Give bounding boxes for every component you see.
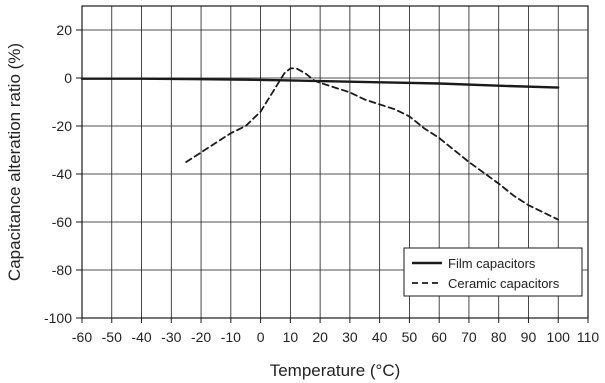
series-line-film-capacitors — [80, 77, 560, 89]
x-tick-label: -60 — [72, 329, 92, 345]
y-tick-label: -20 — [52, 118, 72, 134]
legend-label-film-capacitors: Film capacitors — [448, 256, 536, 271]
x-tick-label: -40 — [131, 329, 151, 345]
series — [80, 67, 560, 221]
legend: Film capacitors Ceramic capacitors — [403, 247, 583, 297]
x-tick-label: 90 — [521, 329, 537, 345]
y-tick-label: -40 — [52, 166, 72, 182]
x-tick-label: 40 — [372, 329, 388, 345]
x-tick-label: 50 — [402, 329, 418, 345]
x-tick-label: -10 — [221, 329, 241, 345]
y-tick-label: -100 — [44, 310, 72, 326]
legend-label-ceramic-capacitors: Ceramic capacitors — [448, 276, 560, 291]
y-tick-label: 20 — [56, 22, 72, 38]
x-tick-label: 70 — [461, 329, 477, 345]
x-tick-labels: -60 -50 -40 -30 -20 -10 0 10 20 30 40 50 60 70 80 90 100… — [72, 329, 599, 345]
x-tick-label: -50 — [102, 329, 122, 345]
x-tick-label: 80 — [491, 329, 507, 345]
y-tick-labels: 20 0 -20 -40 -60 -80 -100 — [44, 22, 72, 326]
y-tick-label: -80 — [52, 262, 72, 278]
y-tick-label: 0 — [64, 70, 72, 86]
x-tick-label: 20 — [312, 329, 328, 345]
series-line-ceramic-capacitors — [185, 67, 560, 221]
x-tick-label: -30 — [161, 329, 181, 345]
x-tick-label: 100 — [547, 329, 571, 345]
x-axis-title: Temperature (°C) — [270, 361, 401, 380]
plot-frame — [81, 5, 589, 319]
tick-marks — [76, 29, 589, 323]
y-tick-label: -60 — [52, 214, 72, 230]
x-tick-label: 30 — [342, 329, 358, 345]
y-axis-title: Capacitance alteration ratio (%) — [5, 43, 24, 281]
legend-box — [403, 247, 583, 297]
x-tick-label: -20 — [191, 329, 211, 345]
x-tick-label: 10 — [283, 329, 299, 345]
x-tick-label: 60 — [431, 329, 447, 345]
x-tick-label: 110 — [577, 329, 600, 345]
x-tick-label: 0 — [257, 329, 265, 345]
